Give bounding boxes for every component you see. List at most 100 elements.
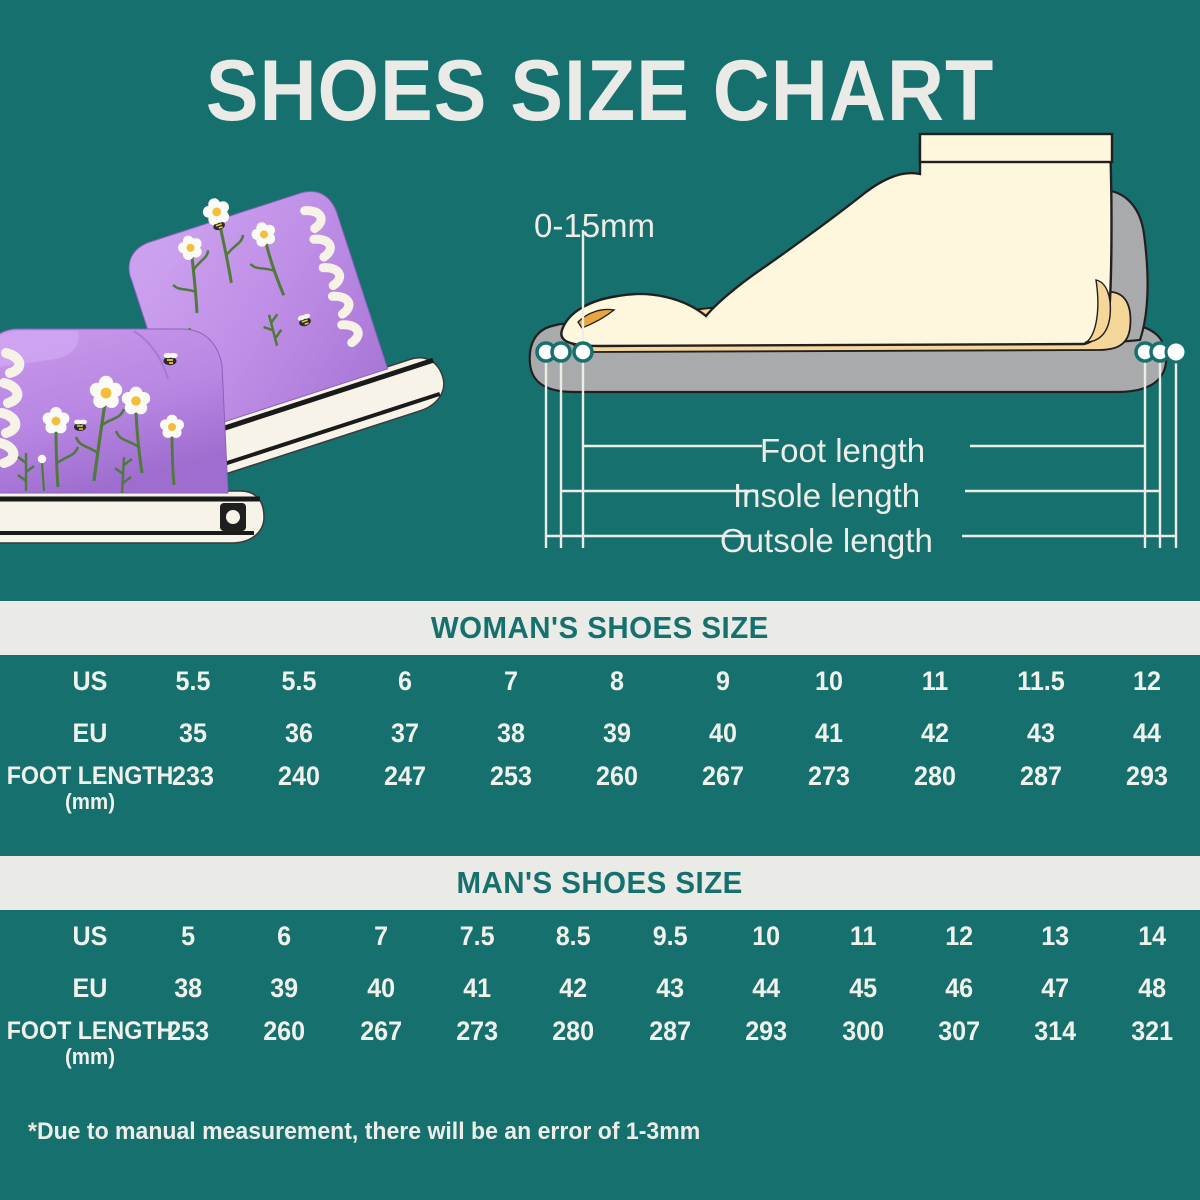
table-cell: 5.5 xyxy=(281,666,317,696)
table-cell: 280 xyxy=(552,1016,595,1046)
shoe-cross-section xyxy=(528,132,1188,548)
laces-back xyxy=(300,206,363,348)
table-cell: 253 xyxy=(490,761,532,791)
table-cell: 10 xyxy=(752,921,781,951)
table-cell: 307 xyxy=(938,1016,981,1046)
table-cell: 38 xyxy=(174,973,203,1003)
foot-length-label: Foot length xyxy=(760,432,926,469)
table-cell: 9.5 xyxy=(652,921,688,951)
row-label-foot-length: FOOT LENGTH (mm) xyxy=(6,1017,174,1070)
table-cell: 38 xyxy=(497,718,525,748)
table-cell: 45 xyxy=(848,973,877,1003)
table-cell: 44 xyxy=(1133,718,1161,748)
table-cell: 267 xyxy=(702,761,744,791)
table-row: FOOT LENGTH (mm) 253 260 267 273 280 287 293 300 3… xyxy=(0,1014,1200,1110)
table-cell: 300 xyxy=(841,1016,884,1046)
womans-size-table: US 5.5 5.5 6 7 8 9 10 11 11.5 12 EU 35 36 37 38 39 40 41 42… xyxy=(0,655,1200,855)
table-cell: 41 xyxy=(815,718,843,748)
table-cell: 273 xyxy=(808,761,850,791)
bee-icon xyxy=(297,313,311,327)
table-cell: 42 xyxy=(559,973,588,1003)
row-label-foot-length: FOOT LENGTH (mm) xyxy=(6,763,174,815)
row-label-unit: (mm) xyxy=(64,789,116,814)
bee-icon xyxy=(211,217,225,231)
row-label-eu: EU xyxy=(72,718,108,748)
table-cell: 260 xyxy=(263,1016,306,1046)
foot-shape xyxy=(560,142,1113,348)
table-cell: 260 xyxy=(596,761,638,791)
outsole-length-label: Outsole length xyxy=(720,522,933,559)
table-cell: 247 xyxy=(384,761,426,791)
table-cell: 8.5 xyxy=(556,921,592,951)
table-cell: 40 xyxy=(709,718,737,748)
heel-leader-lines xyxy=(1143,356,1178,548)
table-cell: 253 xyxy=(167,1016,210,1046)
table-cell: 267 xyxy=(359,1016,402,1046)
table-cell: 48 xyxy=(1137,973,1166,1003)
table-cell: 40 xyxy=(366,973,395,1003)
row-values: 35 36 37 38 39 40 41 42 43 44 xyxy=(140,707,1200,759)
row-label-main: FOOT LENGTH xyxy=(6,1017,174,1045)
table-cell: 46 xyxy=(945,973,974,1003)
row-values: 5.5 5.5 6 7 8 9 10 11 11.5 12 xyxy=(140,655,1200,707)
bee-icon xyxy=(74,419,87,431)
measurement-disclaimer: *Due to manual measurement, there will b… xyxy=(28,1118,701,1145)
table-cell: 14 xyxy=(1137,921,1166,951)
table-row: US 5 6 7 7.5 8.5 9.5 10 11 12 13 14 xyxy=(0,910,1200,962)
row-label-unit: (mm) xyxy=(64,1044,116,1069)
table-cell: 233 xyxy=(172,761,214,791)
table-row: FOOT LENGTH (mm) 233 240 247 253 260 267 273 280 2… xyxy=(0,759,1200,855)
table-cell: 314 xyxy=(1034,1016,1077,1046)
table-cell: 273 xyxy=(456,1016,499,1046)
row-values: 233 240 247 253 260 267 273 280 287 293 xyxy=(140,759,1200,791)
table-cell: 36 xyxy=(285,718,313,748)
table-cell: 7 xyxy=(373,921,388,951)
table-cell: 287 xyxy=(1020,761,1062,791)
table-cell: 8 xyxy=(610,666,624,696)
table-cell: 5.5 xyxy=(175,666,211,696)
table-cell: 37 xyxy=(391,718,419,748)
table-cell: 35 xyxy=(179,718,207,748)
table-cell: 39 xyxy=(603,718,631,748)
row-label-us: US xyxy=(72,666,108,696)
table-cell: 321 xyxy=(1130,1016,1173,1046)
table-cell: 9 xyxy=(716,666,730,696)
gap-measurement-label: 0-15mm xyxy=(534,207,656,244)
table-cell: 6 xyxy=(277,921,292,951)
table-cell: 42 xyxy=(921,718,949,748)
table-cell: 6 xyxy=(398,666,412,696)
product-photo xyxy=(0,150,464,590)
table-cell: 13 xyxy=(1041,921,1070,951)
table-cell: 12 xyxy=(945,921,974,951)
table-cell: 11 xyxy=(921,666,949,696)
table-row: EU 38 39 40 41 42 43 44 45 46 47 48 xyxy=(0,962,1200,1014)
bee-icon xyxy=(163,352,178,366)
table-cell: 41 xyxy=(463,973,492,1003)
sneakers-illustration xyxy=(0,191,445,544)
table-row: EU 35 36 37 38 39 40 41 42 43 44 xyxy=(0,707,1200,759)
table-cell: 293 xyxy=(745,1016,788,1046)
table-cell: 7.5 xyxy=(459,921,495,951)
row-values: 38 39 40 41 42 43 44 45 46 47 48 xyxy=(140,962,1200,1014)
table-cell: 10 xyxy=(815,666,843,696)
table-cell: 7 xyxy=(504,666,518,696)
table-cell: 5 xyxy=(181,921,196,951)
embroidery-daisies-front xyxy=(17,375,184,494)
table-cell: 39 xyxy=(270,973,299,1003)
table-cell: 43 xyxy=(1027,718,1055,748)
womans-shoes-size-title: WOMAN'S SHOES SIZE xyxy=(431,610,769,645)
table-cell: 47 xyxy=(1041,973,1070,1003)
table-cell: 12 xyxy=(1133,666,1161,696)
row-values: 5 6 7 7.5 8.5 9.5 10 11 12 13 14 xyxy=(140,910,1200,962)
heel-markers xyxy=(1134,340,1188,364)
table-row: US 5.5 5.5 6 7 8 9 10 11 11.5 12 xyxy=(0,655,1200,707)
table-cell: 11 xyxy=(849,921,876,951)
sneaker-front xyxy=(0,328,265,544)
table-cell: 11.5 xyxy=(1017,666,1065,696)
row-label-eu: EU xyxy=(72,973,108,1003)
table-cell: 240 xyxy=(278,761,320,791)
shoe-measurement-diagram xyxy=(500,130,1200,580)
mans-shoes-size-title: MAN'S SHOES SIZE xyxy=(456,865,744,900)
table-cell: 293 xyxy=(1126,761,1168,791)
